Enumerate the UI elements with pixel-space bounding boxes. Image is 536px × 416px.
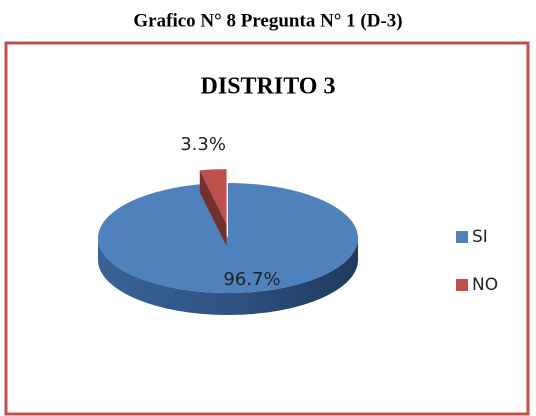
data-label: 3.3% (180, 134, 226, 155)
legend-label: NO (472, 275, 498, 295)
pie-slice (199, 169, 227, 225)
legend-swatch (456, 279, 468, 291)
pie-slice (97, 183, 358, 293)
legend-label: SI (472, 227, 488, 247)
legend-swatch (456, 231, 468, 243)
pie-slice-side (199, 170, 227, 247)
chart-title: DISTRITO 3 (201, 74, 336, 100)
pie-slice-side (98, 238, 358, 315)
data-label: 96.7% (223, 269, 280, 290)
caption: Grafico N° 8 Pregunta N° 1 (D-3) (133, 10, 402, 31)
